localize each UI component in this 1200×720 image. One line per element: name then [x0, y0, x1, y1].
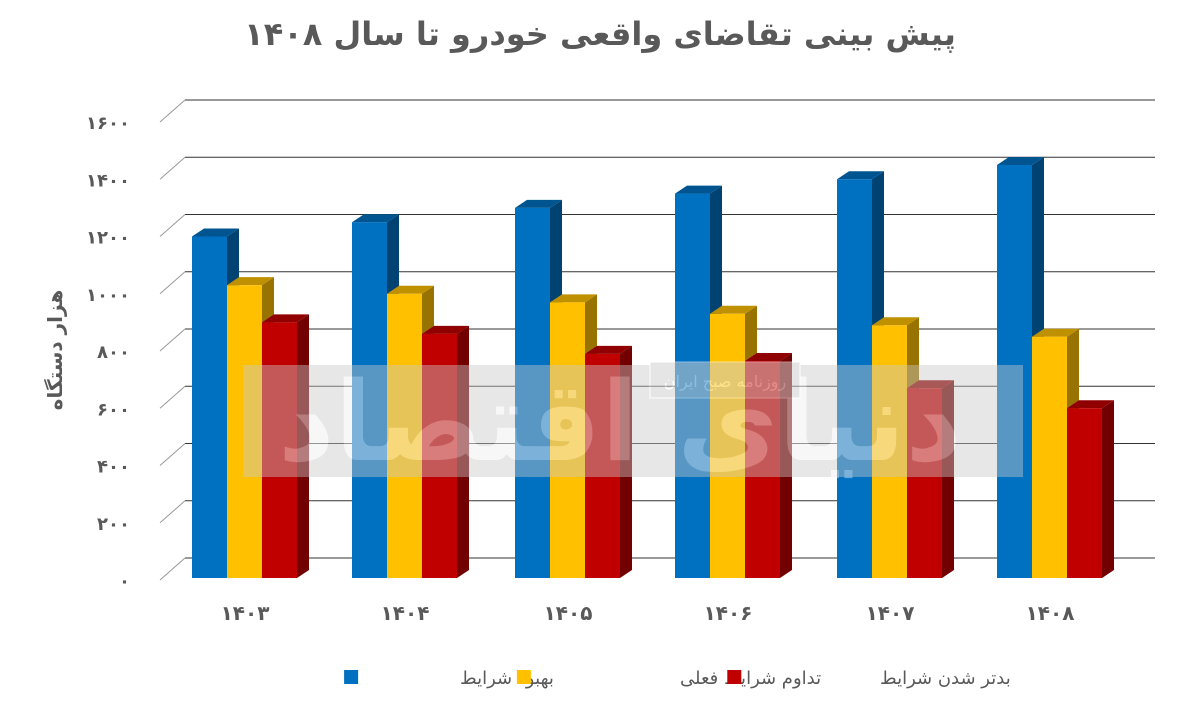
legend-label: بهبود شرایط	[460, 668, 554, 689]
bar-top	[872, 317, 919, 326]
bar-front	[227, 285, 262, 578]
gridline-depth	[159, 99, 186, 123]
legend-label: تداوم شرایط فعلی	[680, 668, 821, 689]
bar-top	[352, 214, 399, 223]
watermark-caption: روزنامه صبح ایران	[664, 372, 787, 392]
watermark-band	[243, 365, 1023, 477]
bar-front	[192, 236, 227, 578]
bar-side	[457, 325, 469, 578]
bar-front	[585, 353, 620, 578]
gridline-depth	[159, 500, 186, 524]
bar-top	[387, 285, 434, 294]
bars	[192, 156, 1114, 578]
bar-top	[907, 380, 954, 389]
bar	[1067, 400, 1114, 578]
gridline-depth	[159, 557, 186, 581]
bar-top	[550, 294, 597, 303]
x-tick-labels: ۱۴۰۳ ۱۴۰۴ ۱۴۰۵ ۱۴۰۶ ۱۴۰۷ ۱۴۰۸	[221, 601, 1075, 625]
bar-front	[997, 164, 1032, 578]
x-tick-label: ۱۴۰۶	[704, 601, 753, 625]
y-tick-labels: ۰ ۲۰۰ ۴۰۰ ۶۰۰ ۸۰۰ ۱۰۰۰ ۱۲۰۰ ۱۴۰۰ ۱۶۰۰	[86, 113, 130, 592]
watermark-logo: دنیای اقتصاد	[278, 358, 962, 486]
bar	[907, 380, 954, 578]
bar-front	[1032, 336, 1067, 578]
bar-front	[262, 322, 297, 578]
bar-top	[515, 199, 562, 208]
y-tick-label: ۶۰۰	[97, 399, 130, 420]
y-tick-label: ۲۰۰	[97, 514, 130, 535]
bar-top	[227, 277, 274, 286]
y-tick-label: ۰	[119, 571, 130, 592]
legend-swatch	[344, 670, 359, 684]
y-tick-label: ۱۶۰۰	[86, 113, 130, 134]
y-tick-label: ۱۰۰۰	[86, 285, 130, 306]
bar	[422, 325, 469, 578]
y-tick-label: ۱۴۰۰	[86, 170, 130, 191]
chart-title: پیش بینی تقاضای واقعی خودرو تا سال ۱۴۰۸	[244, 15, 956, 53]
bar-side	[297, 314, 309, 578]
bar-front	[872, 325, 907, 578]
watermark: دنیای اقتصاد روزنامه صبح ایران	[243, 358, 1023, 486]
bar-top	[675, 185, 722, 194]
bar-side	[942, 380, 954, 578]
gridline-depth	[159, 214, 186, 237]
gridline-depth	[159, 443, 186, 466]
bar-front	[352, 222, 387, 578]
gridline-depth	[159, 271, 186, 295]
bar-side	[1102, 400, 1114, 578]
gridline-depth	[159, 328, 186, 352]
y-tick-label: ۴۰۰	[97, 457, 130, 478]
bar-front	[837, 179, 872, 578]
legend-label: بدتر شدن شرایط	[880, 668, 1011, 689]
x-tick-label: ۱۴۰۷	[866, 601, 915, 625]
bar-front	[710, 313, 745, 578]
bar-top	[837, 171, 884, 180]
gridline-depth	[159, 385, 186, 409]
bar-top	[997, 156, 1044, 165]
y-tick-label: ۱۲۰۰	[86, 228, 130, 249]
gridlines	[159, 99, 1155, 581]
bar-top	[192, 228, 239, 237]
bar-side	[620, 345, 632, 578]
x-tick-label: ۱۴۰۴	[381, 601, 430, 625]
bar-front	[515, 207, 550, 578]
bar-front	[907, 388, 942, 578]
x-tick-label: ۱۴۰۵	[544, 601, 593, 625]
legend-swatch	[727, 670, 742, 684]
bar-front	[387, 293, 422, 578]
bar-top	[1032, 328, 1079, 337]
bar-front	[422, 333, 457, 578]
legend-swatch	[516, 670, 531, 684]
bar-top	[1067, 400, 1114, 409]
bar-top	[710, 305, 757, 314]
bar-top	[585, 345, 632, 354]
bar-side	[780, 353, 792, 578]
bar-front	[550, 302, 585, 578]
bar	[262, 314, 309, 578]
bar	[585, 345, 632, 578]
x-tick-label: ۱۴۰۳	[221, 601, 270, 625]
y-tick-label: ۸۰۰	[97, 342, 130, 363]
bar-top	[745, 353, 792, 362]
y-axis-label: هزار دستگاه	[43, 290, 67, 411]
bar-top	[262, 314, 309, 323]
x-tick-label: ۱۴۰۸	[1026, 601, 1075, 625]
bar-top	[422, 325, 469, 334]
gridline-depth	[159, 156, 186, 180]
watermark-caption-box	[649, 361, 801, 399]
bar-front	[1067, 408, 1102, 578]
legend: بهبود شرایط تداوم شرایط فعلی بدتر شدن شرای…	[344, 668, 1011, 689]
